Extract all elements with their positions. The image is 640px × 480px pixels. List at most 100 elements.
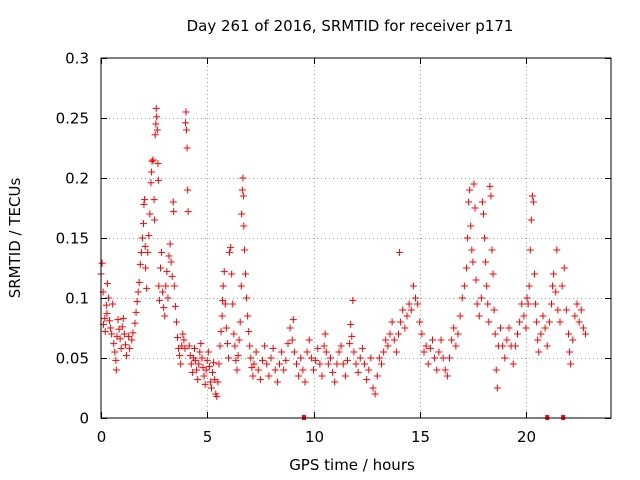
data-point bbox=[412, 294, 419, 302]
data-point bbox=[450, 324, 458, 332]
data-point bbox=[548, 300, 555, 308]
data-point bbox=[219, 296, 227, 304]
data-point bbox=[238, 210, 246, 218]
data-point bbox=[142, 264, 150, 272]
data-point bbox=[396, 248, 404, 256]
data-point bbox=[280, 366, 288, 374]
data-point bbox=[170, 282, 178, 290]
data-point bbox=[473, 300, 481, 308]
data-point bbox=[169, 198, 177, 206]
data-point bbox=[482, 258, 490, 266]
data-point bbox=[535, 348, 543, 356]
data-point bbox=[573, 300, 581, 308]
data-point bbox=[148, 157, 156, 165]
data-point bbox=[147, 179, 155, 187]
data-point bbox=[219, 282, 227, 290]
data-point bbox=[575, 318, 583, 326]
data-point bbox=[110, 340, 118, 348]
data-point bbox=[276, 360, 283, 368]
data-point bbox=[553, 246, 561, 254]
data-point bbox=[528, 192, 536, 200]
data-point bbox=[458, 294, 466, 302]
data-point bbox=[429, 336, 436, 344]
data-point bbox=[153, 126, 161, 134]
data-point bbox=[384, 342, 392, 350]
data-point bbox=[271, 366, 279, 374]
data-point bbox=[204, 348, 212, 356]
data-point bbox=[235, 336, 243, 344]
data-point bbox=[154, 176, 162, 184]
data-point bbox=[509, 360, 517, 368]
data-point bbox=[395, 330, 402, 338]
data-point bbox=[401, 324, 409, 332]
data-point bbox=[550, 270, 558, 278]
data-point bbox=[265, 372, 273, 380]
data-point bbox=[456, 312, 464, 320]
axis-ticks bbox=[101, 58, 611, 419]
data-point bbox=[541, 324, 549, 332]
x-tick-label: 20 bbox=[517, 428, 536, 446]
data-point bbox=[208, 384, 215, 392]
data-point bbox=[205, 362, 213, 370]
data-point bbox=[152, 104, 160, 112]
data-point bbox=[218, 312, 226, 320]
data-point bbox=[140, 220, 147, 228]
data-point bbox=[361, 360, 368, 368]
data-point bbox=[524, 300, 532, 308]
data-point bbox=[228, 270, 236, 278]
data-point bbox=[486, 182, 494, 190]
data-point bbox=[250, 360, 258, 368]
data-point bbox=[197, 340, 205, 348]
data-point bbox=[422, 342, 430, 350]
data-point bbox=[320, 342, 328, 350]
x-tick-label: 10 bbox=[305, 428, 324, 446]
data-point bbox=[117, 344, 125, 352]
data-point bbox=[525, 282, 533, 290]
data-point bbox=[244, 312, 252, 320]
data-point bbox=[148, 168, 156, 176]
data-point bbox=[239, 174, 247, 182]
data-point bbox=[184, 208, 192, 216]
data-point bbox=[295, 372, 303, 380]
data-point bbox=[111, 348, 119, 356]
y-tick-label: 0 bbox=[79, 410, 89, 428]
data-point bbox=[390, 336, 398, 344]
data-point bbox=[145, 232, 153, 240]
data-point bbox=[154, 160, 162, 168]
data-point bbox=[431, 354, 439, 362]
data-point bbox=[405, 300, 413, 308]
data-point bbox=[252, 348, 260, 356]
data-point bbox=[233, 366, 241, 374]
data-point bbox=[518, 300, 526, 308]
data-point bbox=[221, 300, 229, 308]
data-point bbox=[243, 294, 251, 302]
data-point bbox=[324, 360, 332, 368]
data-point bbox=[138, 234, 146, 242]
x-tick-labels: 0 5 10 15 20 bbox=[97, 428, 536, 446]
data-point bbox=[112, 356, 120, 364]
y-tick-label: 0.1 bbox=[65, 290, 89, 308]
data-point bbox=[420, 348, 428, 356]
data-point bbox=[98, 259, 106, 267]
data-point bbox=[467, 222, 475, 230]
y-axis-label: SRMTID / TECUs bbox=[6, 178, 24, 299]
data-point bbox=[552, 288, 560, 296]
data-point bbox=[215, 360, 223, 368]
data-point bbox=[403, 312, 411, 320]
y-tick-label: 0.3 bbox=[65, 50, 89, 68]
data-point bbox=[312, 356, 320, 364]
data-point bbox=[358, 344, 366, 352]
data-point bbox=[185, 342, 193, 350]
data-point bbox=[226, 248, 234, 256]
data-point bbox=[128, 336, 136, 344]
data-point bbox=[554, 306, 562, 314]
data-point bbox=[567, 360, 575, 368]
data-point bbox=[141, 196, 149, 204]
data-point bbox=[293, 360, 300, 368]
data-point bbox=[448, 336, 456, 344]
data-point bbox=[463, 264, 470, 272]
data-point bbox=[171, 302, 179, 310]
data-point bbox=[488, 246, 496, 254]
data-point bbox=[119, 314, 127, 322]
data-point bbox=[378, 360, 385, 368]
